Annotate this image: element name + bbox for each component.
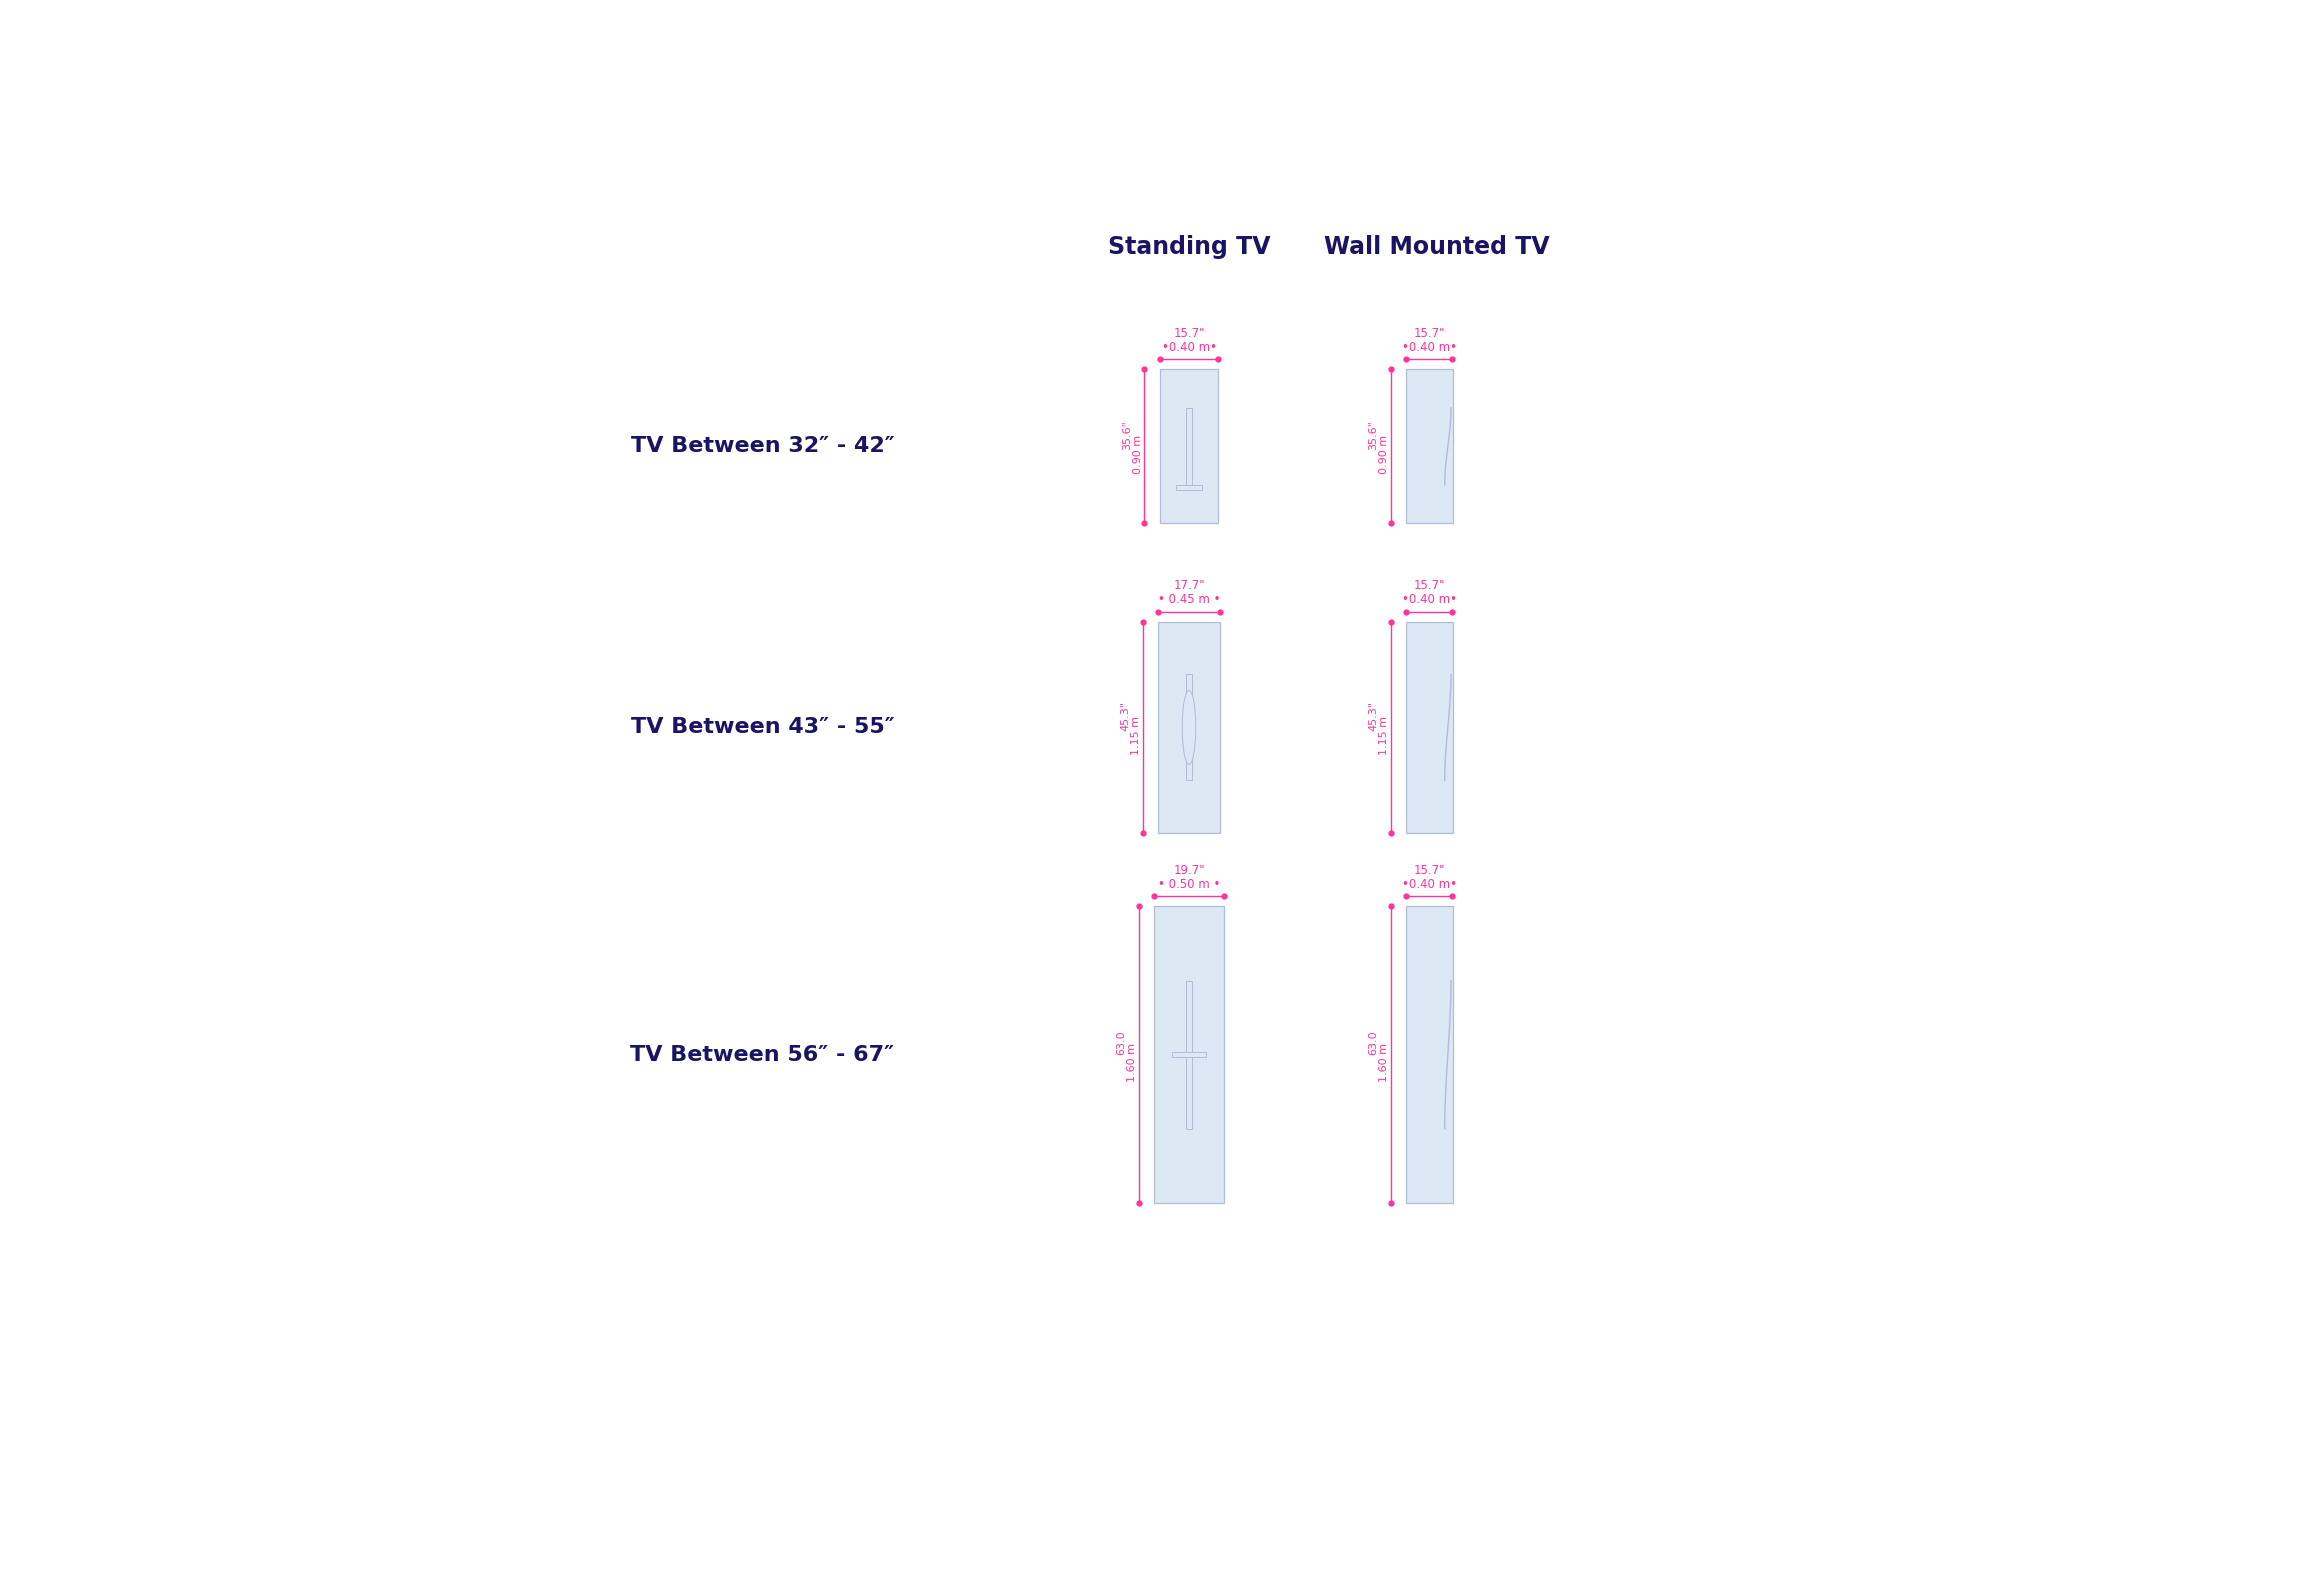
Text: TV Between 43″ - 55″: TV Between 43″ - 55″ [631, 717, 896, 738]
Text: •0.40 m•: •0.40 m• [1162, 341, 1216, 353]
Text: 1.60 m: 1.60 m [1380, 1042, 1390, 1082]
Text: •0.40 m•: •0.40 m• [1401, 593, 1457, 606]
Bar [1160, 369, 1218, 523]
Text: 35.6": 35.6" [1123, 419, 1132, 449]
Bar [1176, 485, 1202, 490]
Bar [1172, 1052, 1206, 1057]
Text: 63.0: 63.0 [1116, 1031, 1128, 1055]
Text: •0.40 m•: •0.40 m• [1401, 341, 1457, 353]
Ellipse shape [1183, 691, 1195, 765]
Text: 35.6": 35.6" [1369, 419, 1378, 449]
Text: Standing TV: Standing TV [1107, 234, 1271, 259]
Text: 15.7": 15.7" [1413, 579, 1445, 592]
Bar [1186, 408, 1192, 485]
Bar [1406, 622, 1452, 834]
Text: • 0.50 m •: • 0.50 m • [1158, 878, 1220, 892]
Bar [1406, 906, 1452, 1203]
Text: • 0.45 m •: • 0.45 m • [1158, 593, 1220, 606]
Text: 1.60 m: 1.60 m [1128, 1042, 1137, 1082]
Text: Wall Mounted TV: Wall Mounted TV [1325, 234, 1550, 259]
Text: TV Between 56″ - 67″: TV Between 56″ - 67″ [631, 1044, 896, 1064]
Text: •0.40 m•: •0.40 m• [1401, 878, 1457, 892]
Text: 17.7": 17.7" [1174, 579, 1204, 592]
Bar [1153, 906, 1225, 1203]
Bar [1186, 981, 1192, 1129]
Text: TV Between 32″ - 42″: TV Between 32″ - 42″ [631, 436, 896, 457]
Text: 63.0: 63.0 [1369, 1031, 1378, 1055]
Text: 45.3": 45.3" [1369, 700, 1378, 732]
Text: 15.7": 15.7" [1413, 864, 1445, 878]
Text: 0.90 m: 0.90 m [1380, 435, 1390, 474]
Text: 19.7": 19.7" [1174, 864, 1204, 878]
Bar [1158, 622, 1220, 834]
Text: 15.7": 15.7" [1174, 327, 1204, 341]
Text: 0.90 m: 0.90 m [1132, 435, 1144, 474]
Text: 45.3": 45.3" [1121, 700, 1130, 732]
Bar [1406, 369, 1452, 523]
Bar [1186, 675, 1192, 780]
Text: 1.15 m: 1.15 m [1380, 716, 1390, 755]
Text: 1.15 m: 1.15 m [1132, 716, 1141, 755]
Text: 15.7": 15.7" [1413, 327, 1445, 341]
